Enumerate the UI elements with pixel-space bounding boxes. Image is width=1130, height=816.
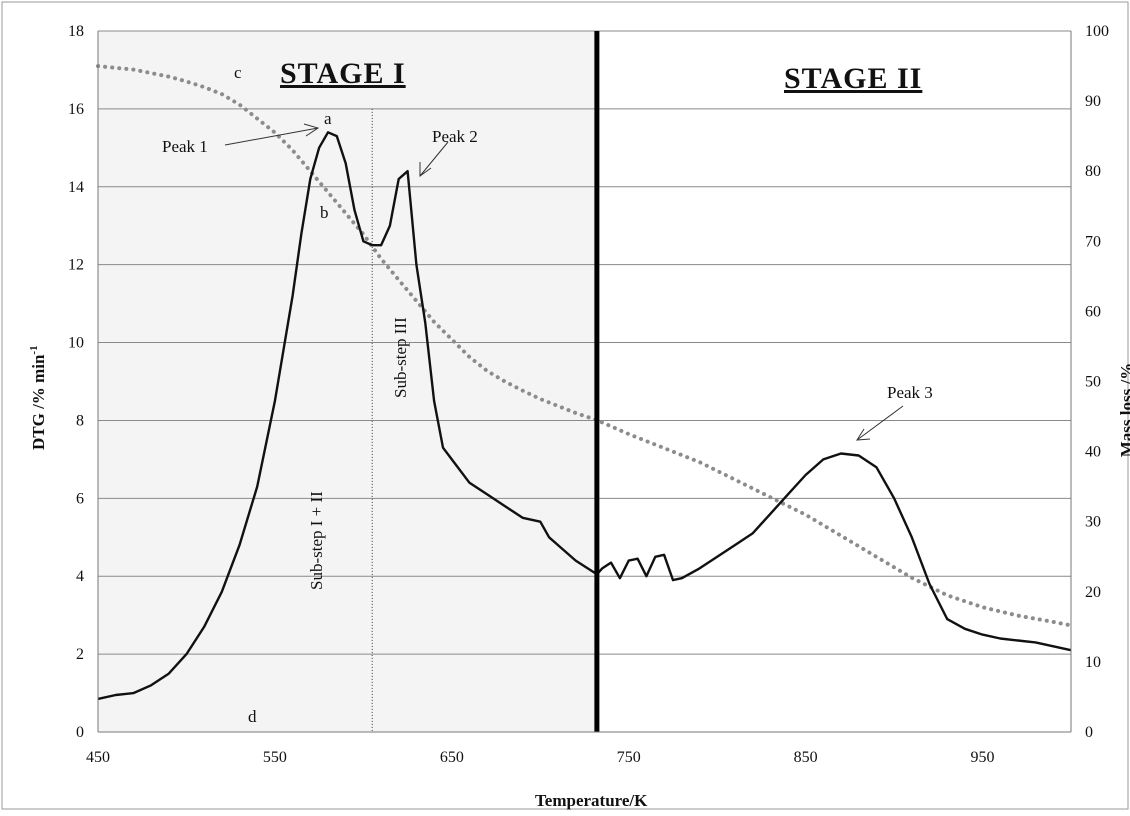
label-c: c — [234, 63, 242, 82]
y-axis-title-superscript: -1 — [28, 345, 40, 354]
y2-tick-label: 30 — [1085, 514, 1101, 531]
peak2-label: Peak 2 — [432, 127, 478, 146]
label-a: a — [324, 109, 332, 128]
y-tick-label: 14 — [68, 179, 84, 196]
stage-i-background — [98, 31, 597, 732]
y-tick-label: 2 — [76, 646, 84, 663]
x-tick-label: 850 — [794, 749, 818, 766]
x-tick-label: 450 — [86, 749, 110, 766]
label-d: d — [248, 707, 257, 726]
y2-tick-label: 0 — [1085, 724, 1093, 741]
peak1-label: Peak 1 — [162, 137, 208, 156]
grid-lines — [98, 30, 1071, 733]
x-tick-label: 950 — [971, 749, 995, 766]
y-tick-label: 6 — [76, 490, 84, 507]
stage-i-label: STAGE I — [280, 57, 406, 90]
y2-tick-label: 80 — [1085, 163, 1101, 180]
y2-tick-label: 90 — [1085, 93, 1101, 110]
stage-ii-label: STAGE II — [784, 62, 922, 95]
annotation-arrows — [224, 123, 904, 441]
y-tick-label: 10 — [68, 335, 84, 352]
peak2-arrowhead — [419, 162, 432, 177]
peak3-arrow — [856, 405, 904, 441]
y-tick-label: 16 — [68, 101, 84, 118]
y2-tick-label: 20 — [1085, 584, 1101, 601]
x-tick-label: 750 — [617, 749, 641, 766]
dtg-series-line — [97, 131, 1072, 701]
mass-loss-series-line — [96, 64, 1073, 628]
peak2-arrow — [419, 141, 449, 177]
peak3-arrowhead — [856, 428, 871, 441]
axes — [97, 31, 1072, 733]
y-tick-label: 8 — [76, 412, 84, 429]
y-axis-title: DTG /% min-1 — [28, 345, 48, 450]
peak3-label: Peak 3 — [887, 383, 933, 402]
y2-tick-label: 50 — [1085, 374, 1101, 391]
y-tick-label: 18 — [68, 23, 84, 40]
y2-tick-label: 10 — [1085, 654, 1101, 671]
y2-tick-label: 60 — [1085, 303, 1101, 320]
substep-iii-label: Sub-step III — [391, 317, 410, 398]
y-tick-label: 4 — [76, 568, 84, 585]
y2-tick-label: 100 — [1085, 23, 1109, 40]
x-tick-label: 650 — [440, 749, 464, 766]
label-b: b — [320, 203, 329, 222]
peak1-arrow — [224, 127, 319, 146]
tick-labels: 0 2 4 6 8 10 12 14 16 18 0 10 20 30 40 50 60 70 80 90 100 450… — [68, 23, 1109, 766]
y-tick-label: 0 — [76, 724, 84, 741]
x-tick-label: 550 — [263, 749, 287, 766]
x-axis-title: Temperature/K — [535, 791, 648, 810]
y2-tick-label: 70 — [1085, 233, 1101, 250]
y2-axis-title: Mass loss /% — [1117, 363, 1130, 457]
y-tick-label: 12 — [68, 257, 84, 274]
peak1-arrowhead — [303, 123, 320, 137]
y2-tick-label: 40 — [1085, 444, 1101, 461]
substep-i-ii-label: Sub-step I + II — [307, 491, 326, 590]
